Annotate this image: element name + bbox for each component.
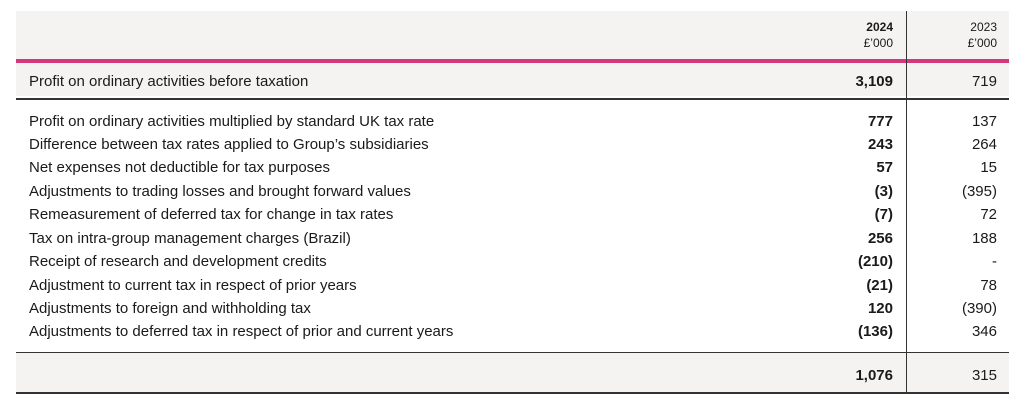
row-label: Adjustments to trading losses and brough… bbox=[29, 183, 411, 200]
table-row: Net expenses not deductible for tax purp… bbox=[16, 156, 1009, 179]
value-2023: 15 bbox=[980, 159, 997, 176]
value-2024: 243 bbox=[867, 136, 893, 153]
value-2024: 256 bbox=[867, 230, 893, 247]
column-header-2023-year: 2023 bbox=[970, 20, 997, 34]
value-2023: (395) bbox=[961, 183, 997, 200]
row-label: Adjustment to current tax in respect of … bbox=[29, 277, 357, 294]
row-label: Receipt of research and development cred… bbox=[29, 253, 327, 270]
total-row: 1,076 315 bbox=[16, 364, 1009, 387]
row-label: Profit on ordinary activities multiplied… bbox=[29, 113, 435, 130]
value-2024: (7) bbox=[874, 206, 893, 223]
value-2023: (390) bbox=[961, 300, 997, 317]
column-header-2023: 2023 £’000 bbox=[968, 19, 997, 51]
row-label: Tax on intra-group management charges (B… bbox=[29, 230, 351, 247]
row-label: Difference between tax rates applied to … bbox=[29, 136, 429, 153]
value-2023: 78 bbox=[980, 277, 997, 294]
table-row: Receipt of research and development cred… bbox=[16, 250, 1009, 273]
table-row: Difference between tax rates applied to … bbox=[16, 133, 1009, 156]
total-top-rule bbox=[16, 352, 1009, 353]
value-2024: (21) bbox=[866, 277, 893, 294]
value-2023: 188 bbox=[971, 230, 997, 247]
value-2023: 137 bbox=[971, 113, 997, 130]
value-2024: (136) bbox=[857, 323, 893, 340]
value-2024: (3) bbox=[874, 183, 893, 200]
value-2023: - bbox=[992, 253, 997, 270]
table-row: Adjustment to current tax in respect of … bbox=[16, 274, 1009, 297]
header-band bbox=[16, 11, 1009, 59]
row-label: Adjustments to foreign and withholding t… bbox=[29, 300, 311, 317]
value-2024: 57 bbox=[876, 159, 893, 176]
column-header-2024: 2024 £’000 bbox=[864, 19, 893, 51]
column-header-2024-unit: £’000 bbox=[863, 36, 893, 50]
value-2023: 346 bbox=[971, 323, 997, 340]
value-2024: 3,109 bbox=[855, 73, 893, 90]
row-label: Remeasurement of deferred tax for change… bbox=[29, 206, 394, 223]
table-row: Tax on intra-group management charges (B… bbox=[16, 227, 1009, 250]
column-divider bbox=[906, 11, 907, 394]
total-value-2024: 1,076 bbox=[855, 367, 893, 384]
profit-before-tax-band bbox=[16, 63, 1009, 96]
table-row: Profit on ordinary activities multiplied… bbox=[16, 110, 1009, 133]
total-bottom-rule bbox=[16, 392, 1009, 394]
value-2024: 777 bbox=[867, 113, 893, 130]
row-label: Net expenses not deductible for tax purp… bbox=[29, 159, 331, 176]
table-row: Adjustments to deferred tax in respect o… bbox=[16, 320, 1009, 343]
row-label: Adjustments to deferred tax in respect o… bbox=[29, 323, 454, 340]
total-band bbox=[16, 353, 1009, 392]
table-row: Adjustments to trading losses and brough… bbox=[16, 180, 1009, 203]
section-rule bbox=[16, 98, 1009, 100]
value-2023: 719 bbox=[971, 73, 997, 90]
total-value-2023: 315 bbox=[971, 367, 997, 384]
value-2023: 264 bbox=[971, 136, 997, 153]
value-2024: (210) bbox=[857, 253, 893, 270]
value-2023: 72 bbox=[980, 206, 997, 223]
table-row: Adjustments to foreign and withholding t… bbox=[16, 297, 1009, 320]
table-row: Remeasurement of deferred tax for change… bbox=[16, 203, 1009, 226]
accent-rule bbox=[16, 59, 1009, 63]
profit-before-tax-row: Profit on ordinary activities before tax… bbox=[16, 70, 1009, 93]
row-label: Profit on ordinary activities before tax… bbox=[29, 73, 309, 90]
column-header-2024-year: 2024 bbox=[866, 20, 893, 34]
column-header-2023-unit: £’000 bbox=[967, 36, 997, 50]
value-2024: 120 bbox=[867, 300, 893, 317]
